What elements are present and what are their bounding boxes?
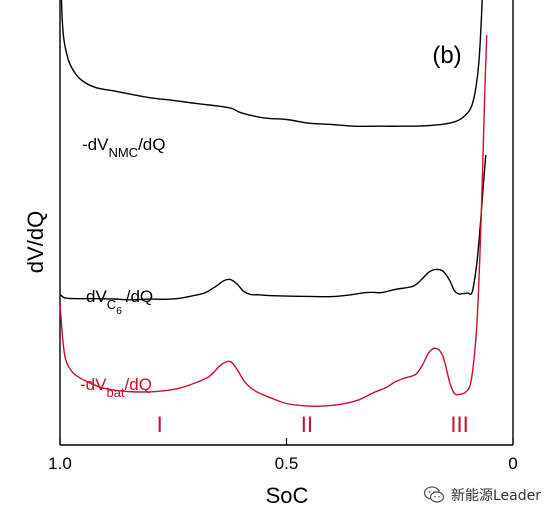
region-label-3: III	[450, 412, 468, 437]
series-line-3	[59, 34, 488, 407]
series-line-1	[60, 0, 483, 128]
y-axis-label: dV/dQ	[23, 211, 48, 273]
x-ticks: 1.0 0.5 0	[48, 438, 518, 473]
series-line-2	[59, 154, 487, 301]
region-label-2: II	[301, 412, 313, 437]
x-tick-label: 0.5	[275, 454, 299, 473]
series-layer	[59, 0, 488, 407]
series-label-2: dVC6/dQ	[86, 287, 153, 317]
wechat-icon	[423, 486, 445, 503]
x-tick-label: 0	[508, 454, 517, 473]
series-label-3: -dVbat/dQ	[80, 375, 152, 400]
series-label-1: -dVNMC/dQ	[82, 135, 165, 160]
region-label-1: I	[157, 412, 163, 437]
watermark-text: 新能源Leader	[451, 488, 542, 504]
panel-label: (b)	[432, 42, 461, 69]
x-axis-label: SoC	[266, 483, 309, 508]
watermark: 新能源Leader	[423, 480, 541, 510]
x-tick-label: 1.0	[48, 454, 72, 473]
labels-layer: (b) SoC dV/dQ -dVNMC/dQdVC6/dQ-dVbat/dQI…	[23, 42, 469, 508]
